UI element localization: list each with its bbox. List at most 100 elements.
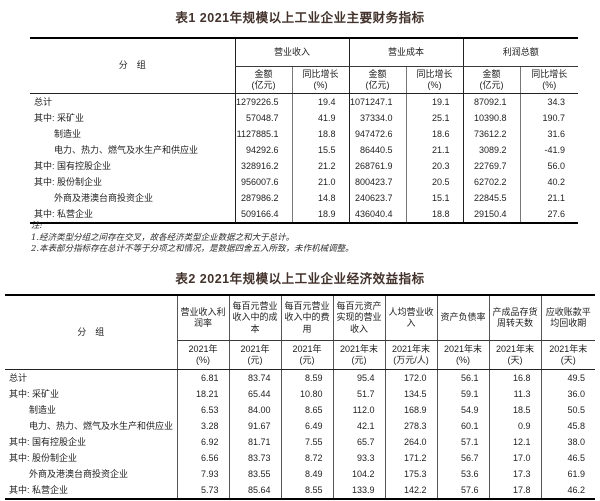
- value-cell: 83.73: [228, 450, 281, 466]
- financial-indicators-table: 分 组 营业收入 营业成本 利润总额 金额 (亿元) 同比增长 (%) 金额 (…: [30, 37, 579, 224]
- period-unit-subheader: 2021年末 (%): [436, 340, 489, 370]
- table-row: 电力、热力、燃气及水生产和供应业 94292.6 15.5 86440.5 21.1 30…: [30, 142, 579, 158]
- value-cell: 18.21: [176, 386, 229, 402]
- value-cell: 14.8: [291, 190, 350, 206]
- value-cell: 19.4: [291, 93, 350, 110]
- table2-title: 表2 2021年规模以上工业企业经济效益指标: [175, 272, 425, 286]
- value-cell: 27.6: [519, 206, 579, 223]
- subheader-amount: 金额 (亿元): [348, 66, 407, 94]
- period-unit-subheader: 2021年 (元): [280, 340, 333, 370]
- subheader-amount: 金额 (亿元): [234, 66, 292, 94]
- subheader-amount: 金额 (亿元): [462, 66, 521, 94]
- value-cell: 1071247.1: [348, 93, 407, 110]
- table-row: 其中: 国有控股企业 328916.2 21.2 268761.9 20.3 22769.…: [30, 158, 579, 174]
- value-cell: 93.3: [332, 450, 385, 466]
- indicator-column-header: 应收账款平均回收期: [540, 295, 595, 341]
- value-cell: 42.1: [332, 418, 385, 434]
- value-cell: -41.9: [519, 142, 579, 158]
- value-cell: 41.9: [291, 110, 350, 126]
- table-row: 总计 6.81 83.74 8.59 95.4 172.0 56.1 16.8 49.5: [5, 369, 595, 386]
- value-cell: 84.00: [228, 402, 281, 418]
- period-unit-subheader: 2021年末 (天): [540, 340, 595, 370]
- value-cell: 8.49: [280, 466, 333, 482]
- value-cell: 21.2: [291, 158, 350, 174]
- indicator-column-header: 每百元资产实现的营业收入: [332, 295, 385, 341]
- row-group-label: 外商及港澳台商投资企业: [29, 469, 129, 479]
- footnote-label: 注:: [31, 221, 43, 231]
- indicator-column-header: 人均营业收入: [384, 295, 437, 341]
- col-group-cost: 营业成本: [348, 38, 464, 67]
- value-cell: 25.1: [405, 110, 464, 126]
- value-cell: 104.2: [332, 466, 385, 482]
- value-cell: 328916.2: [234, 158, 292, 174]
- subheader-yoy-growth: 同比增长 (%): [405, 66, 464, 94]
- value-cell: 83.55: [228, 466, 281, 482]
- value-cell: 21.1: [519, 190, 579, 206]
- value-cell: 83.74: [228, 369, 281, 386]
- value-cell: 18.8: [405, 206, 464, 223]
- period-unit-subheader: 2021年末 (元): [332, 340, 385, 370]
- row-group-label: 制造业: [29, 405, 57, 415]
- value-cell: 5.73: [176, 482, 229, 499]
- value-cell: 11.3: [488, 386, 541, 402]
- value-cell: 56.0: [519, 158, 579, 174]
- row-group-label: 其中: 国有控股企业: [34, 161, 112, 171]
- value-cell: 86440.5: [348, 142, 407, 158]
- value-cell: 7.55: [280, 434, 333, 450]
- table-row: 其中: 私营企业 5.73 85.64 8.55 133.9 142.2 57.6 17.8 4…: [5, 482, 595, 499]
- row-group-label: 总计: [34, 97, 53, 107]
- row-group-label: 其中: 国有控股企业: [9, 437, 87, 447]
- value-cell: 61.9: [540, 466, 595, 482]
- value-cell: 17.0: [488, 450, 541, 466]
- row-group-label: 总计: [9, 373, 28, 383]
- value-cell: 38.0: [540, 434, 595, 450]
- value-cell: 95.4: [332, 369, 385, 386]
- value-cell: 240623.7: [348, 190, 407, 206]
- table-row: 制造业 1127885.1 18.8 947472.6 18.6 73612.2 31.6: [30, 126, 579, 142]
- value-cell: 29150.4: [462, 206, 521, 223]
- value-cell: 18.9: [291, 206, 350, 223]
- row-group-label: 其中: 私营企业: [9, 485, 69, 495]
- value-cell: 168.9: [384, 402, 437, 418]
- table-row: 其中: 采矿业 18.21 65.44 10.80 51.7 134.5 59.1 11.3 3…: [5, 386, 595, 402]
- value-cell: 73612.2: [462, 126, 521, 142]
- value-cell: 65.44: [228, 386, 281, 402]
- value-cell: 21.0: [291, 174, 350, 190]
- row-group-label: 其中: 股份制企业: [9, 453, 78, 463]
- value-cell: 20.3: [405, 158, 464, 174]
- economic-benefit-indicators-table: 分 组 营业收入利润率 每百元营业收入中的成本 每百元营业收入中的费用 每百元资产实现…: [5, 294, 595, 500]
- value-cell: 1279226.5: [234, 93, 292, 110]
- value-cell: 172.0: [384, 369, 437, 386]
- value-cell: 46.5: [540, 450, 595, 466]
- indicator-column-header: 资产负债率: [436, 295, 489, 341]
- value-cell: 18.8: [291, 126, 350, 142]
- table-row: 外商及港澳台商投资企业 287986.2 14.8 240623.7 15.1 22845…: [30, 190, 579, 206]
- row-group-label: 外商及港澳台商投资企业: [54, 193, 154, 203]
- value-cell: 264.0: [384, 434, 437, 450]
- row-group-label: 其中: 采矿业: [34, 113, 85, 123]
- value-cell: 3.28: [176, 418, 229, 434]
- value-cell: 436040.4: [348, 206, 407, 223]
- indicator-column-header: 产成品存货周转天数: [488, 295, 541, 341]
- value-cell: 46.2: [540, 482, 595, 499]
- value-cell: 134.5: [384, 386, 437, 402]
- value-cell: 956007.6: [234, 174, 292, 190]
- value-cell: 18.6: [405, 126, 464, 142]
- row-group-label: 电力、热力、燃气及水生产和供应业: [54, 145, 199, 155]
- value-cell: 56.1: [436, 369, 489, 386]
- group-column-header: 分 组: [5, 295, 177, 370]
- value-cell: 56.7: [436, 450, 489, 466]
- row-group-label: 制造业: [54, 129, 82, 139]
- value-cell: 6.49: [280, 418, 333, 434]
- value-cell: 51.7: [332, 386, 385, 402]
- group-column-header: 分 组: [30, 38, 235, 94]
- value-cell: 17.8: [488, 482, 541, 499]
- value-cell: 22845.5: [462, 190, 521, 206]
- value-cell: 10390.8: [462, 110, 521, 126]
- value-cell: 60.1: [436, 418, 489, 434]
- value-cell: 287986.2: [234, 190, 292, 206]
- value-cell: 59.1: [436, 386, 489, 402]
- value-cell: 1127885.1: [234, 126, 292, 142]
- value-cell: 19.1: [405, 93, 464, 110]
